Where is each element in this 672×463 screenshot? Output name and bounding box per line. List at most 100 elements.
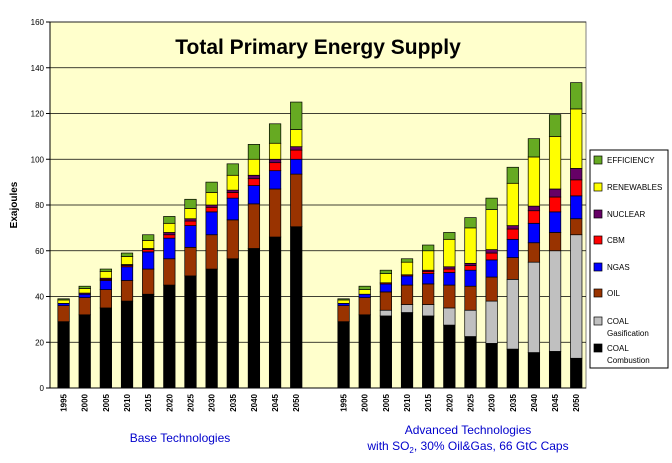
x-tick-label: 1995	[340, 393, 349, 411]
bar-segment	[400, 261, 414, 276]
bar-segment	[527, 138, 541, 158]
bar-segment	[120, 266, 134, 281]
x-tick-label: 2045	[271, 393, 280, 411]
bar-segment	[120, 252, 134, 257]
bar-segment	[226, 174, 239, 191]
bar-segment	[527, 352, 541, 389]
bar-segment	[78, 297, 91, 316]
bar-segment	[485, 249, 498, 254]
bar-segment	[379, 269, 392, 274]
x-tick-label: 1995	[60, 393, 69, 411]
x-tick-label: 2035	[509, 393, 518, 411]
bar-segment	[358, 285, 371, 290]
bar-segment	[163, 216, 176, 224]
bar-segment	[205, 192, 218, 206]
x-tick-label: 2000	[361, 393, 370, 411]
bar-segment	[142, 293, 155, 389]
bar-segment	[527, 222, 541, 244]
bar-segment	[57, 305, 70, 323]
bar-segment	[548, 250, 562, 352]
bar-segment	[379, 315, 392, 389]
y-axis-label: Exajoules	[9, 181, 20, 228]
legend-swatch	[593, 343, 603, 353]
x-tick-label: 2030	[488, 393, 497, 411]
bar-segment	[358, 289, 371, 295]
bar-segment	[99, 280, 112, 290]
bar-segment	[337, 305, 350, 323]
x-tick-label: 2010	[403, 393, 412, 411]
bar-segment	[464, 227, 477, 264]
bar-segment	[379, 309, 392, 317]
legend-swatch	[593, 235, 603, 245]
legend-label: EFFICIENCY	[607, 156, 655, 165]
bar-segment	[120, 300, 134, 389]
bar-segment	[379, 283, 392, 293]
bar-segment	[337, 298, 350, 301]
bar-segment	[205, 211, 218, 236]
x-tick-label: 2035	[229, 393, 238, 411]
bar-segment	[506, 228, 519, 240]
bar-segment	[226, 197, 239, 221]
bar-segment	[247, 158, 261, 176]
bar-segment	[184, 225, 197, 248]
bar-segment	[268, 123, 282, 144]
bar-segment	[548, 136, 562, 190]
bar-segment	[379, 291, 392, 311]
bar-segment	[485, 259, 498, 278]
bar-segment	[422, 304, 435, 317]
bar-segment	[142, 234, 155, 241]
x-tick-label: 2000	[81, 393, 90, 411]
bar-segment	[443, 307, 456, 326]
bar-segment	[163, 284, 176, 389]
bar-segment	[506, 257, 519, 280]
bar-segment	[422, 244, 435, 252]
x-tick-label: 2020	[165, 393, 174, 411]
x-tick-label: 2015	[144, 393, 153, 411]
bar-segment	[120, 280, 134, 302]
bar-segment	[464, 336, 477, 389]
bar-segment	[184, 198, 197, 209]
bar-segment	[506, 166, 519, 184]
legend-label: NUCLEAR	[607, 210, 645, 219]
bar-segment	[99, 289, 112, 309]
legend-label: COAL	[607, 344, 629, 353]
x-tick-label: 2005	[382, 393, 391, 411]
bar-segment	[570, 82, 583, 110]
bar-segment	[78, 288, 91, 294]
y-tick-label: 100	[31, 155, 45, 164]
bar-segment	[506, 238, 519, 258]
bar-segment	[548, 196, 562, 213]
bar-segment	[163, 237, 176, 260]
bar-segment	[485, 300, 498, 344]
bar-segment	[443, 272, 456, 286]
bar-segment	[226, 258, 239, 389]
bar-segment	[506, 225, 519, 230]
legend-swatch	[593, 209, 603, 219]
bar-segment	[400, 304, 414, 313]
bar-segment	[247, 178, 261, 186]
bar-segment	[142, 240, 155, 249]
group-label: with SO2, 30% Oil&Gas, 66 GtC Caps	[366, 439, 568, 455]
y-tick-label: 0	[40, 384, 45, 393]
bar-segment	[268, 162, 282, 172]
bar-segment	[464, 217, 477, 229]
bar-segment	[226, 219, 239, 260]
bar-segment	[443, 268, 456, 273]
bar-segment	[400, 275, 414, 286]
bar-segment	[78, 314, 91, 389]
bar-segment	[268, 170, 282, 190]
bar-segment	[527, 210, 541, 224]
bar-segment	[268, 142, 282, 160]
bar-segment	[485, 209, 498, 250]
bar-segment	[247, 144, 261, 160]
bar-segment	[184, 208, 197, 220]
bar-segment	[443, 232, 456, 240]
bar-segment	[205, 181, 218, 193]
bar-segment	[99, 270, 112, 279]
y-tick-label: 60	[35, 247, 44, 256]
bar-segment	[163, 234, 176, 239]
y-tick-label: 140	[31, 64, 45, 73]
x-tick-label: 2025	[186, 393, 195, 411]
y-tick-label: 120	[31, 110, 45, 119]
